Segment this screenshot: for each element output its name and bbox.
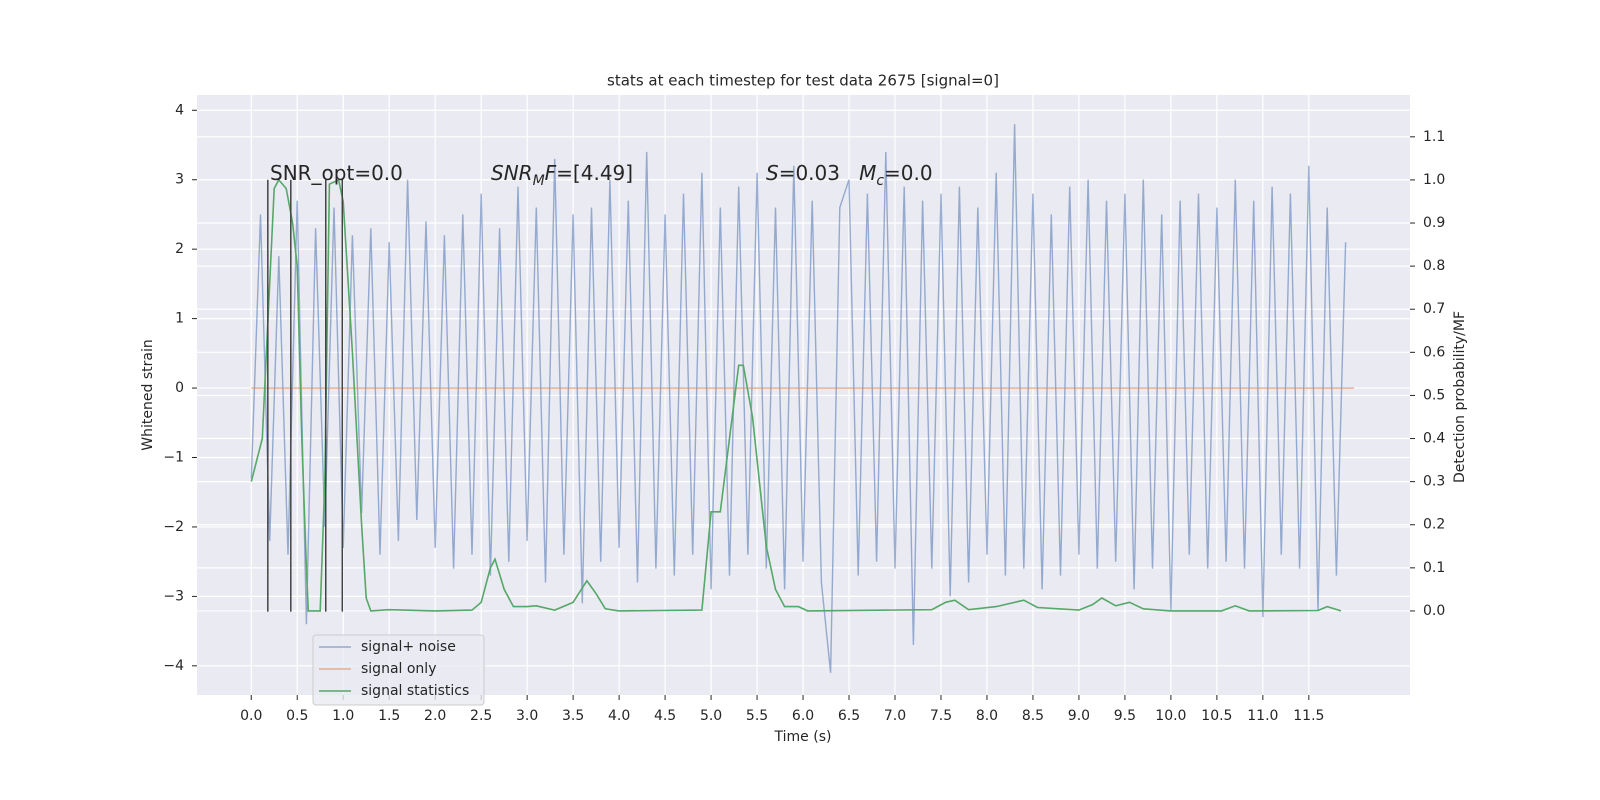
x-tick-label: 0.5 (286, 708, 308, 724)
annotation-part: =0.0 (884, 161, 933, 185)
x-tick-label: 1.5 (378, 708, 400, 724)
x-tick-label: 3.0 (516, 708, 538, 724)
legend-label: signal only (361, 661, 436, 677)
legend-label: signal statistics (361, 683, 469, 699)
y2-tick-label: 1.1 (1423, 129, 1445, 145)
y2-tick-label: 0.0 (1423, 603, 1445, 619)
legend-box (312, 634, 485, 706)
ticks: 0.0 0.5 1.0 1.5 2.0 2.5 3.0 3.5 4.0 4.5 5.0 5.5 6.0 6… (163, 102, 1445, 724)
x-tick-label: 9.0 (1068, 708, 1090, 724)
annotation: S=0.03 Mc=0.0 (766, 161, 933, 189)
y2-tick-label: 0.1 (1423, 560, 1445, 576)
x-tick-label: 2.5 (470, 708, 492, 724)
y2-tick-label: 0.3 (1423, 474, 1445, 490)
y-tick-label: −3 (163, 588, 184, 604)
y-tick-label: 4 (175, 102, 184, 118)
x-tick-label: 5.0 (700, 708, 722, 724)
y-tick-label: −1 (163, 450, 184, 466)
x-tick-label: 7.0 (884, 708, 906, 724)
y2-tick-label: 1.0 (1423, 172, 1445, 188)
y2-axis-label: Detection probability/MF (1452, 311, 1468, 483)
x-tick-label: 6.0 (792, 708, 814, 724)
series-line (250, 124, 1347, 673)
annotation-part: =0.03 (779, 161, 859, 185)
y2-tick-label: 0.5 (1423, 387, 1445, 403)
x-tick-label: 9.5 (1114, 708, 1136, 724)
annotation-part: c (876, 173, 884, 189)
x-tick-label: 11.0 (1247, 708, 1278, 724)
x-tick-label: 3.5 (562, 708, 584, 724)
x-tick-label: 6.5 (838, 708, 860, 724)
x-tick-label: 11.5 (1293, 708, 1324, 724)
legend: signal+ noise signal only signal statistic… (312, 634, 485, 706)
annotation-part: M (859, 161, 876, 185)
x-tick-label: 10.0 (1155, 708, 1186, 724)
y-tick-label: 0 (175, 380, 184, 396)
annotations: SNR_opt=0.0 SNRMF=[4.49] S=0.03 Mc=0.0 (270, 161, 933, 189)
x-tick-label: 4.5 (654, 708, 676, 724)
annotation-part: SNR (491, 161, 533, 185)
series-line (250, 178, 1342, 612)
y2-tick-label: 0.8 (1423, 258, 1445, 274)
x-tick-label: 2.0 (424, 708, 446, 724)
annotation-part: M (533, 173, 545, 189)
y2-tick-label: 0.9 (1423, 215, 1445, 231)
annotation: SNR_opt=0.0 (270, 161, 403, 185)
x-axis-label: Time (s) (774, 729, 832, 745)
legend-label: signal+ noise (361, 639, 456, 655)
y2-tick-label: 0.2 (1423, 517, 1445, 533)
annotation-part: =[4.49] (556, 161, 633, 185)
annotation-part: SNR_opt=0.0 (270, 161, 403, 185)
annotation-part: F (545, 161, 557, 185)
y2-tick-label: 0.6 (1423, 344, 1445, 360)
x-tick-label: 10.5 (1201, 708, 1232, 724)
x-tick-label: 8.5 (1022, 708, 1044, 724)
y2-tick-label: 0.7 (1423, 301, 1445, 317)
annotation: SNRMF=[4.49] (491, 161, 633, 189)
y-tick-label: 1 (175, 311, 184, 327)
y-tick-label: 3 (175, 172, 184, 188)
x-tick-label: 8.0 (976, 708, 998, 724)
chart-title: stats at each timestep for test data 267… (607, 72, 999, 90)
x-tick-label: 0.0 (240, 708, 262, 724)
x-tick-label: 1.0 (332, 708, 354, 724)
y-tick-label: 2 (175, 241, 184, 257)
y-axis-label: Whitened strain (140, 339, 156, 450)
x-tick-label: 7.5 (930, 708, 952, 724)
x-tick-label: 5.5 (746, 708, 768, 724)
y-tick-label: −4 (163, 658, 184, 674)
annotation-part: S (766, 161, 779, 185)
marks (250, 124, 1354, 673)
y-tick-label: −2 (163, 519, 184, 535)
x-tick-label: 4.0 (608, 708, 630, 724)
y2-tick-label: 0.4 (1423, 431, 1445, 447)
